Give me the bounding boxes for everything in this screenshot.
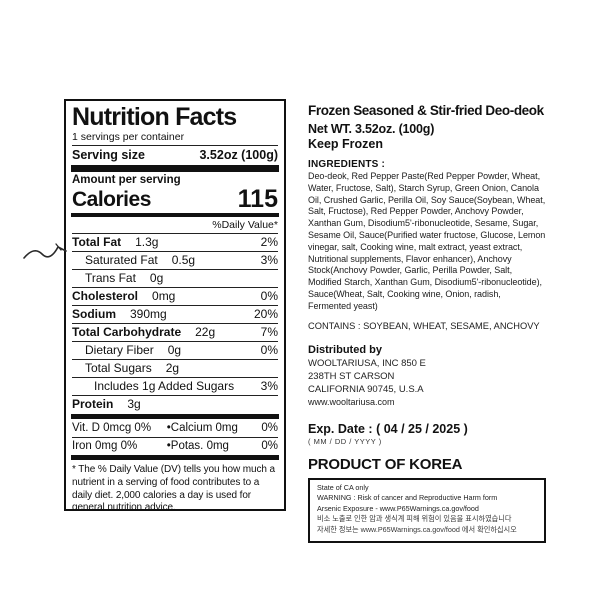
micronutrient-row: Iron 0mg 0% •Potas. 0mg 0% [72, 436, 278, 455]
calories-label: Calories [72, 188, 151, 211]
ingredients-text: Deo-deok, Red Pepper Paste(Red Pepper Po… [308, 171, 546, 311]
micronutrient-daily-value: 0% [261, 422, 278, 434]
nutrition-facts-title: Nutrition Facts [72, 103, 237, 131]
nutrient-daily-value: 0% [260, 289, 278, 303]
nutrient-label: Sodium [72, 307, 116, 321]
nutrient-amount: 3g [127, 397, 141, 411]
nutrient-amount: 1.3g [135, 235, 159, 249]
nutrient-daily-value: 3% [260, 379, 278, 393]
servings-per-container: 1 servings per container [72, 131, 278, 146]
nutrient-label: Protein [72, 397, 114, 411]
nutrition-facts-panel: Nutrition Facts 1 servings per container… [64, 99, 286, 511]
warning-line: Arsenic Exposure - www.P65Warnings.ca.go… [317, 503, 479, 513]
divider-bar-medium [71, 213, 279, 217]
warning-line: WARNING : Risk of cancer and Reproductiv… [317, 493, 498, 503]
date-format-note: ( MM / DD / YYYY ) [308, 436, 382, 446]
micronutrient-mid: •Calcium 0mg [166, 422, 238, 434]
nutrient-row: Sodium 390mg 20% [72, 305, 278, 323]
product-info-column: Frozen Seasoned & Stir-fried Deo-deok Ne… [308, 102, 546, 543]
micronutrient-daily-value: 0% [261, 439, 278, 452]
nutrient-label: Dietary Fiber [85, 343, 154, 357]
daily-value-header: %Daily Value* [212, 219, 278, 231]
nutrient-label: Cholesterol [72, 289, 139, 303]
nutrient-daily-value: 20% [253, 307, 278, 321]
nutrient-rows: Total Fat 1.3g 2% Saturated Fat 0.5g 3% Trans … [72, 233, 278, 413]
divider-bar-thick [71, 414, 279, 419]
ingredients-heading: INGREDIENTS : [308, 159, 386, 170]
nutrient-amount: 390mg [130, 307, 167, 321]
nutrient-row: Cholesterol 0mg 0% [72, 287, 278, 305]
nutrient-daily-value: 3% [260, 253, 278, 267]
nutrient-label: Includes 1g Added Sugars [94, 379, 235, 393]
calories-row: Calories 115 [72, 187, 278, 212]
nutrient-row: Saturated Fat 0.5g 3% [72, 251, 278, 269]
nutrient-row: Trans Fat 0g [72, 269, 278, 287]
distributor-address-line: 238TH ST CARSON [308, 370, 395, 382]
micronutrient-row: Vit. D 0mcg 0% •Calcium 0mg 0% [72, 420, 278, 437]
micronutrient-left: Vit. D 0mcg 0% [72, 422, 152, 434]
micronutrient-left: Iron 0mg 0% [72, 439, 138, 452]
distributor-address: WOOLTARIUSA, INC 850 E 238TH ST CARSON CAL… [308, 357, 546, 409]
daily-value-footnote: * The % Daily Value (DV) tells you how m… [72, 464, 275, 511]
nutrient-row: Total Fat 1.3g 2% [72, 233, 278, 251]
nutrient-row: Dietary Fiber 0g 0% [72, 341, 278, 359]
nutrient-amount: 0g [167, 343, 182, 357]
divider-bar-thick [71, 165, 279, 172]
nutrient-amount: 22g [195, 325, 216, 339]
nutrient-daily-value: 2% [260, 235, 278, 249]
prop65-warning-box: State of CA only WARNING : Risk of cancer… [308, 477, 546, 543]
nutrient-amount: 0mg [152, 289, 176, 303]
nutrient-daily-value: 7% [260, 325, 278, 339]
product-name: Frozen Seasoned & Stir-fried Deo-deok [308, 103, 544, 118]
nutrient-label: Total Carbohydrate [72, 325, 182, 339]
nutrient-label: Total Sugars [85, 361, 152, 375]
serving-size-label: Serving size [72, 148, 145, 162]
serving-size-row: Serving size 3.52oz (100g) [72, 146, 278, 163]
nutrient-label: Saturated Fat [85, 253, 158, 267]
allergen-contains-statement: CONTAINS : SOYBEAN, WHEAT, SESAME, ANCHO… [308, 320, 540, 331]
warning-line: State of CA only [317, 482, 369, 492]
nutrient-row: Total Carbohydrate 22g 7% [72, 323, 278, 341]
nutrient-amount: 0g [149, 271, 164, 285]
country-of-origin: PRODUCT OF KOREA [308, 455, 463, 473]
serving-size-value: 3.52oz (100g) [199, 148, 278, 162]
warning-line: 자세한 정보는 www.P65Warnings.ca.gov/food 에서 확… [317, 524, 517, 534]
nutrient-amount: 2g [165, 361, 180, 375]
micronutrient-rows: Vit. D 0mcg 0% •Calcium 0mg 0% Iron 0mg 0% •… [72, 420, 278, 454]
nutrient-amount: 0.5g [171, 253, 196, 267]
storage-instruction: Keep Frozen [308, 137, 384, 151]
distributor-heading: Distributed by [308, 343, 382, 356]
nutrient-row: Protein 3g [72, 395, 278, 413]
distributor-address-line: CALIFORNIA 90745, U.S.A [308, 383, 424, 395]
nutrient-row: Total Sugars 2g [72, 359, 278, 377]
nutrient-label: Trans Fat [85, 271, 136, 285]
nutrient-daily-value: 0% [260, 343, 278, 357]
nutrient-row: Includes 1g Added Sugars 3% [72, 377, 278, 395]
warning-line: 비소 노출로 인한 암과 생식계 피해 위험이 있음을 표시하였습니다 [317, 514, 512, 524]
divider-bar-thick [71, 455, 279, 460]
net-weight: Net WT. 3.52oz. (100g) [308, 122, 435, 136]
micronutrient-mid: •Potas. 0mg [166, 439, 229, 452]
amount-per-serving-label: Amount per serving [72, 174, 181, 186]
distributor-address-line: www.wooltariusa.com [308, 396, 395, 407]
nutrient-label: Total Fat [72, 235, 122, 249]
distributor-address-line: WOOLTARIUSA, INC 850 E [308, 357, 426, 369]
calories-value: 115 [237, 185, 278, 213]
pen-mark-artifact [23, 243, 67, 259]
expiration-date: Exp. Date : ( 04 / 25 / 2025 ) [308, 421, 468, 436]
